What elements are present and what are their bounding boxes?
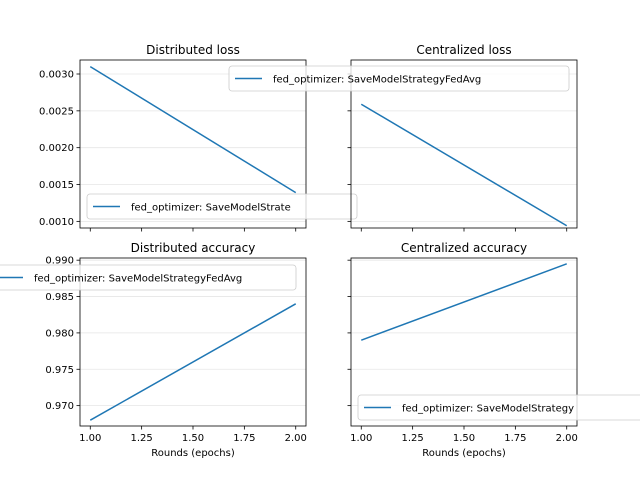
- legend-label-0: fed_optimizer: SaveModelStrate: [131, 203, 291, 214]
- x-tick-label-2-0: 1.00: [79, 433, 101, 444]
- x-axis-label-2: Rounds (epochs): [151, 448, 235, 459]
- legend-label-1: fed_optimizer: SaveModelStrategyFedAvg: [273, 75, 481, 86]
- y-tick-label-0-2: 0.0020: [39, 143, 74, 154]
- x-tick-label-3-1: 1.25: [402, 433, 424, 444]
- chart-title-0: Distributed loss: [146, 43, 240, 57]
- y-tick-label-2-4: 0.990: [45, 256, 74, 267]
- x-tick-label-3-0: 1.00: [350, 433, 372, 444]
- legend-box-2: [0, 264, 297, 291]
- x-tick-label-2-3: 1.75: [233, 433, 255, 444]
- legend-box-0: [86, 193, 358, 220]
- series-line-3-0: [361, 263, 567, 341]
- y-tick-label-2-0: 0.970: [45, 401, 74, 412]
- y-tick-label-0-0: 0.0010: [39, 217, 74, 228]
- series-line-2-0: [89, 303, 297, 421]
- x-tick-label-2-1: 1.25: [131, 433, 153, 444]
- legend-box-3: [357, 394, 640, 421]
- x-tick-label-2-2: 1.50: [182, 433, 204, 444]
- y-tick-label-0-1: 0.0015: [39, 180, 74, 191]
- x-tick-label-3-3: 1.75: [504, 433, 526, 444]
- x-tick-label-3-4: 2.00: [556, 433, 578, 444]
- chart-title-2: Distributed accuracy: [131, 241, 256, 255]
- legend-label-3: fed_optimizer: SaveModelStrategy: [402, 404, 574, 415]
- x-axis-label-3: Rounds (epochs): [422, 448, 506, 459]
- series-line-1-0: [360, 103, 568, 227]
- y-tick-label-2-3: 0.985: [45, 292, 74, 303]
- y-tick-label-2-2: 0.980: [45, 328, 74, 339]
- series-line-0-0: [89, 65, 297, 194]
- y-tick-label-0-4: 0.0030: [39, 70, 74, 81]
- chart-title-3: Centralized accuracy: [401, 241, 527, 255]
- y-tick-label-0-3: 0.0025: [39, 106, 74, 117]
- legend-box-1: [228, 65, 570, 92]
- legend-label-2: fed_optimizer: SaveModelStrategyFedAvg: [34, 274, 242, 285]
- x-tick-label-3-2: 1.50: [453, 433, 475, 444]
- x-tick-label-2-4: 2.00: [285, 433, 307, 444]
- chart-title-1: Centralized loss: [416, 43, 511, 57]
- y-tick-label-2-1: 0.975: [45, 365, 74, 376]
